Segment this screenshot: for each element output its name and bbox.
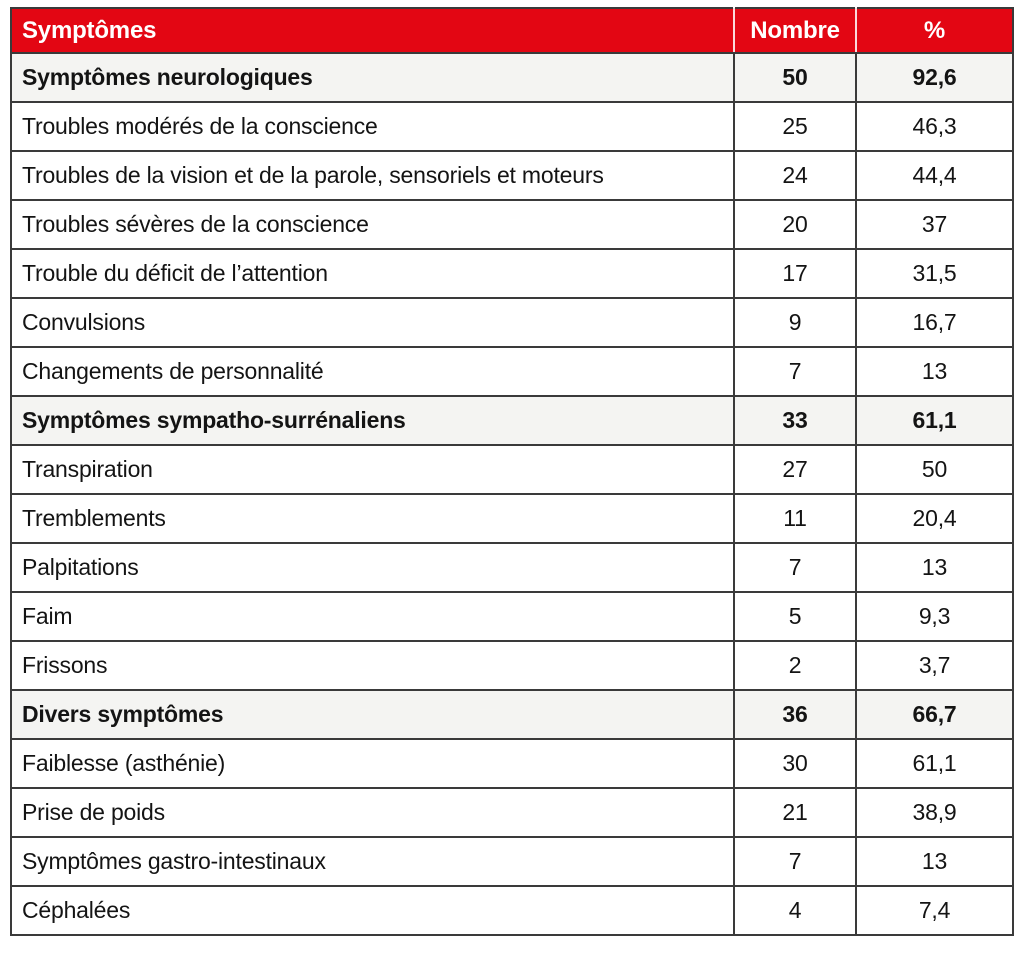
percent-cell: 37: [855, 199, 1014, 250]
count-cell: 5: [733, 591, 857, 642]
percent-cell: 13: [855, 346, 1014, 397]
percent-cell: 20,4: [855, 493, 1014, 544]
symptom-cell: Symptômes gastro-intestinaux: [10, 836, 735, 887]
section-row: Divers symptômes 36 66,7: [10, 689, 1014, 740]
table-row: Troubles modérés de la conscience 25 46,3: [10, 101, 1014, 152]
table-row: Tremblements 11 20,4: [10, 493, 1014, 544]
table-row: Symptômes gastro-intestinaux 7 13: [10, 836, 1014, 887]
table-row: Faiblesse (asthénie) 30 61,1: [10, 738, 1014, 789]
symptom-cell: Faiblesse (asthénie): [10, 738, 735, 789]
symptom-cell: Troubles de la vision et de la parole, s…: [10, 150, 735, 201]
percent-cell: 13: [855, 542, 1014, 593]
percent-cell: 3,7: [855, 640, 1014, 691]
symptom-cell: Céphalées: [10, 885, 735, 936]
symptom-cell: Divers symptômes: [10, 689, 735, 740]
symptom-cell: Convulsions: [10, 297, 735, 348]
percent-cell: 31,5: [855, 248, 1014, 299]
table-body: Symptômes neurologiques 50 92,6 Troubles mo…: [10, 52, 1014, 936]
count-cell: 27: [733, 444, 857, 495]
percent-cell: 9,3: [855, 591, 1014, 642]
percent-cell: 46,3: [855, 101, 1014, 152]
count-cell: 9: [733, 297, 857, 348]
count-cell: 7: [733, 346, 857, 397]
count-cell: 21: [733, 787, 857, 838]
section-row: Symptômes sympatho-surrénaliens 33 61,1: [10, 395, 1014, 446]
percent-cell: 50: [855, 444, 1014, 495]
count-cell: 33: [733, 395, 857, 446]
count-cell: 30: [733, 738, 857, 789]
count-cell: 2: [733, 640, 857, 691]
count-cell: 36: [733, 689, 857, 740]
section-row: Symptômes neurologiques 50 92,6: [10, 52, 1014, 103]
column-header-nombre: Nombre: [733, 8, 856, 54]
table-row: Frissons 2 3,7: [10, 640, 1014, 691]
percent-cell: 13: [855, 836, 1014, 887]
count-cell: 25: [733, 101, 857, 152]
symptom-cell: Changements de personnalité: [10, 346, 735, 397]
table-row: Transpiration 27 50: [10, 444, 1014, 495]
symptom-cell: Frissons: [10, 640, 735, 691]
column-header-symptomes: Symptômes: [11, 8, 734, 54]
symptoms-data-table: Symptômes Nombre % Symptômes neurologiqu…: [10, 7, 1014, 936]
table-row: Palpitations 7 13: [10, 542, 1014, 593]
symptom-cell: Symptômes neurologiques: [10, 52, 735, 103]
count-cell: 24: [733, 150, 857, 201]
symptom-cell: Troubles modérés de la conscience: [10, 101, 735, 152]
column-header-percent: %: [855, 8, 1013, 54]
table-row: Prise de poids 21 38,9: [10, 787, 1014, 838]
percent-cell: 61,1: [855, 738, 1014, 789]
symptom-cell: Faim: [10, 591, 735, 642]
table-row: Céphalées 4 7,4: [10, 885, 1014, 936]
symptom-cell: Palpitations: [10, 542, 735, 593]
percent-cell: 44,4: [855, 150, 1014, 201]
count-cell: 4: [733, 885, 857, 936]
percent-cell: 7,4: [855, 885, 1014, 936]
percent-cell: 61,1: [855, 395, 1014, 446]
symptom-cell: Transpiration: [10, 444, 735, 495]
table-row: Troubles de la vision et de la parole, s…: [10, 150, 1014, 201]
symptom-cell: Symptômes sympatho-surrénaliens: [10, 395, 735, 446]
symptom-cell: Prise de poids: [10, 787, 735, 838]
table-row: Changements de personnalité 7 13: [10, 346, 1014, 397]
symptom-cell: Trouble du déficit de l’attention: [10, 248, 735, 299]
table-row: Troubles sévères de la conscience 20 37: [10, 199, 1014, 250]
percent-cell: 38,9: [855, 787, 1014, 838]
count-cell: 7: [733, 542, 857, 593]
table-row: Trouble du déficit de l’attention 17 31,5: [10, 248, 1014, 299]
percent-cell: 92,6: [855, 52, 1014, 103]
table-row: Faim 5 9,3: [10, 591, 1014, 642]
symptom-cell: Troubles sévères de la conscience: [10, 199, 735, 250]
percent-cell: 66,7: [855, 689, 1014, 740]
count-cell: 50: [733, 52, 857, 103]
table-row: Convulsions 9 16,7: [10, 297, 1014, 348]
header-row: Symptômes Nombre %: [11, 8, 1013, 54]
percent-cell: 16,7: [855, 297, 1014, 348]
symptom-cell: Tremblements: [10, 493, 735, 544]
count-cell: 17: [733, 248, 857, 299]
count-cell: 20: [733, 199, 857, 250]
count-cell: 11: [733, 493, 857, 544]
count-cell: 7: [733, 836, 857, 887]
symptoms-table: Symptômes Nombre % Symptômes neurologiqu…: [10, 7, 1014, 936]
